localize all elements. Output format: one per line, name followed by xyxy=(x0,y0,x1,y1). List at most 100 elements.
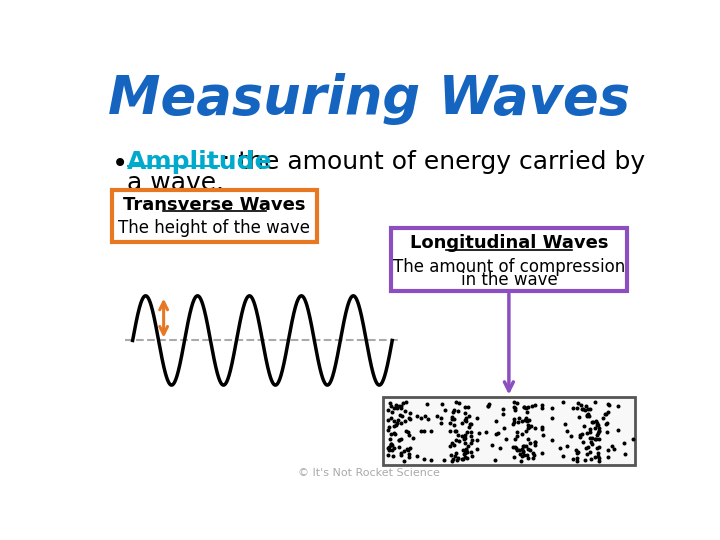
Point xyxy=(518,447,529,455)
Point xyxy=(404,414,415,423)
Point xyxy=(397,456,409,465)
Point xyxy=(388,417,400,426)
Point xyxy=(508,403,519,411)
Point xyxy=(400,397,412,406)
Point xyxy=(577,404,588,413)
Point xyxy=(591,443,603,452)
Point xyxy=(578,421,590,430)
Point xyxy=(404,443,415,452)
Point xyxy=(460,446,472,454)
Point xyxy=(474,429,485,437)
Point xyxy=(508,443,519,451)
Point xyxy=(530,438,541,447)
Point xyxy=(390,420,402,429)
Point xyxy=(397,412,408,421)
Point xyxy=(627,435,639,443)
Point xyxy=(590,434,602,443)
Point xyxy=(581,450,593,458)
Point xyxy=(570,446,582,455)
Point xyxy=(459,439,471,448)
Point xyxy=(591,421,603,429)
Point xyxy=(386,402,397,410)
Point xyxy=(520,404,531,413)
Point xyxy=(606,442,617,450)
Point xyxy=(482,402,494,410)
Point xyxy=(404,409,415,417)
Point xyxy=(449,452,461,461)
Point xyxy=(460,445,472,454)
Point xyxy=(600,409,612,418)
Point xyxy=(528,450,540,459)
Point xyxy=(581,428,593,437)
Point xyxy=(580,402,591,410)
Point xyxy=(446,456,458,465)
Point xyxy=(418,455,430,463)
Text: a wave.: a wave. xyxy=(127,171,225,195)
Point xyxy=(395,450,407,459)
Text: Amplitude: Amplitude xyxy=(127,150,273,173)
Point xyxy=(593,457,604,465)
Point xyxy=(452,454,464,462)
Point xyxy=(513,414,525,422)
Point xyxy=(447,408,459,416)
Point xyxy=(518,402,529,411)
Point xyxy=(384,399,396,408)
Point xyxy=(523,454,534,463)
Point xyxy=(514,450,526,458)
Point xyxy=(593,449,604,457)
Point xyxy=(527,401,539,410)
Point xyxy=(415,414,426,422)
Point xyxy=(382,406,394,414)
Point xyxy=(452,430,464,439)
Point xyxy=(459,403,471,411)
Point xyxy=(567,404,578,413)
Point xyxy=(451,455,463,464)
Point xyxy=(397,399,409,407)
Point xyxy=(523,423,535,431)
Point xyxy=(509,404,521,413)
Point xyxy=(508,415,519,423)
Point xyxy=(422,400,433,409)
Point xyxy=(466,452,477,461)
Point xyxy=(459,434,471,443)
Point xyxy=(509,435,521,443)
Point xyxy=(557,451,569,460)
Point xyxy=(577,437,588,446)
Point xyxy=(472,435,483,444)
Point xyxy=(577,405,589,414)
Point xyxy=(536,449,548,458)
Point xyxy=(525,422,536,430)
Point xyxy=(462,448,473,457)
Point xyxy=(459,450,470,458)
Point xyxy=(498,410,509,418)
Point xyxy=(418,427,430,435)
Point xyxy=(415,427,427,435)
Point xyxy=(458,435,469,443)
Point xyxy=(585,448,596,457)
Point xyxy=(382,450,394,459)
Point xyxy=(456,455,468,463)
Point xyxy=(524,445,536,454)
Point xyxy=(482,402,493,411)
Point xyxy=(395,418,407,427)
Point xyxy=(510,406,521,414)
Point xyxy=(449,440,460,449)
Point xyxy=(522,444,534,453)
Point xyxy=(450,398,462,407)
Point xyxy=(411,451,423,460)
Point xyxy=(559,420,570,428)
Point xyxy=(593,427,604,435)
Point xyxy=(602,453,613,461)
Point xyxy=(462,442,474,450)
Point xyxy=(403,453,415,462)
Point xyxy=(400,416,411,425)
Point xyxy=(529,441,541,450)
Point xyxy=(536,430,548,439)
Text: The amount of compression: The amount of compression xyxy=(393,258,625,275)
Point xyxy=(612,426,624,435)
Point xyxy=(508,417,520,426)
Point xyxy=(388,443,400,452)
Point xyxy=(425,456,436,465)
Point xyxy=(489,456,500,464)
Point xyxy=(510,442,521,451)
